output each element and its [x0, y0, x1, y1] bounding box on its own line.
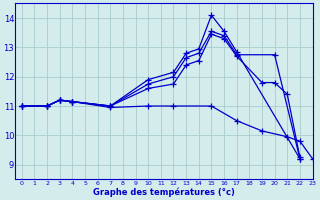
X-axis label: Graphe des températures (°c): Graphe des températures (°c) [93, 187, 235, 197]
